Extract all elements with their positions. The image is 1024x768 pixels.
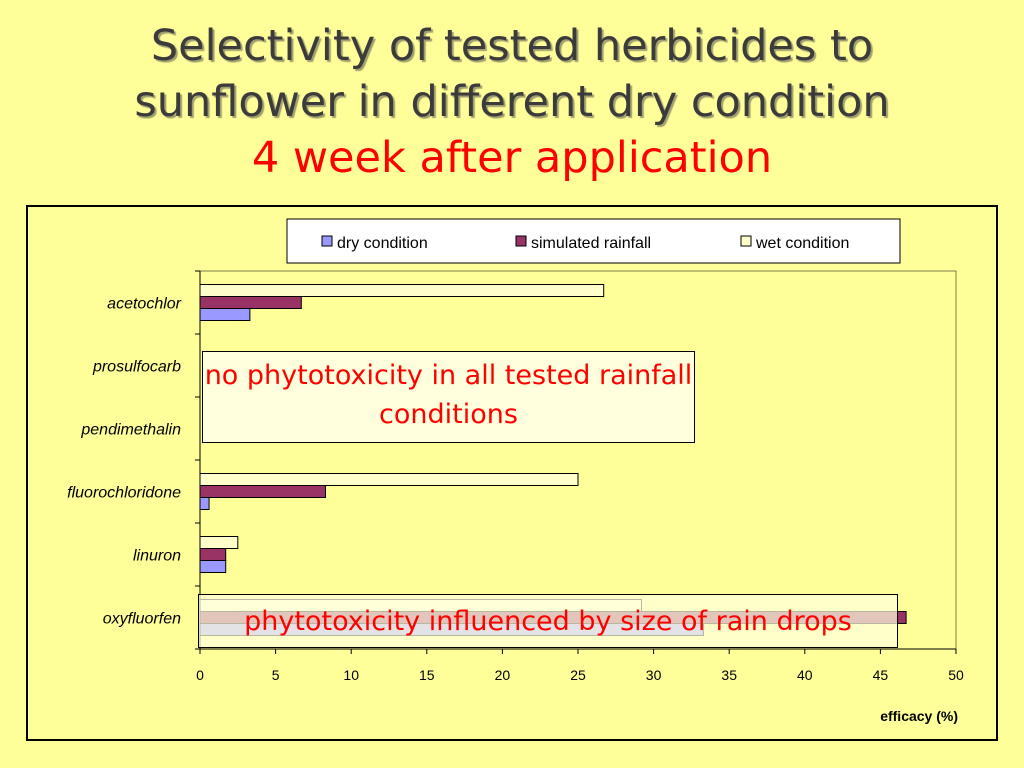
legend-label-wet-condition: wet condition (755, 235, 849, 252)
bar-fluorochloridone-simulated-rainfall (199, 485, 326, 498)
category-label: acetochlor (107, 296, 181, 313)
bar-fluorochloridone-wet-condition (199, 473, 579, 486)
plot-area (199, 270, 957, 650)
legend-label-dry-condition: dry condition (337, 235, 428, 252)
x-tick-label: 50 (948, 667, 964, 683)
bar-linuron-dry-condition (199, 560, 227, 573)
legend: dry condition simulated rainfall wet condi… (286, 218, 901, 264)
title-line-3: 4 week after application (251, 133, 773, 183)
x-tick-label: 35 (721, 667, 737, 683)
x-axis-title: efficacy (%) (880, 708, 958, 724)
x-tick-label: 40 (797, 667, 813, 683)
x-tick-label: 0 (196, 667, 204, 683)
title-line-2: sunflower in different dry condition (134, 77, 890, 127)
x-tick-label: 30 (646, 667, 662, 683)
x-tick-label: 15 (419, 667, 435, 683)
category-label: fluorochloridone (67, 485, 181, 502)
bar-acetochlor-wet-condition (199, 284, 605, 297)
legend-swatch-dry-condition (321, 235, 333, 247)
x-tick-label: 45 (873, 667, 889, 683)
x-tick-label: 10 (343, 667, 359, 683)
x-tick-label: 25 (570, 667, 586, 683)
legend-swatch-wet-condition (740, 235, 752, 247)
category-label: prosulfocarb (92, 359, 181, 376)
x-tick-label: 20 (495, 667, 511, 683)
category-label: pendimethalin (80, 422, 181, 439)
bar-linuron-simulated-rainfall (199, 548, 227, 561)
x-tick-label: 5 (272, 667, 280, 683)
bar-fluorochloridone-dry-condition (199, 497, 210, 510)
callout-no-phytotoxicity: no phytotoxicity in all tested rainfall … (202, 351, 695, 443)
title-line-1: Selectivity of tested herbicides to (150, 21, 874, 71)
category-label: linuron (133, 548, 181, 565)
category-label: oxyfluorfen (103, 611, 181, 628)
bar-linuron-wet-condition (199, 536, 239, 549)
slide-title: Selectivity of tested herbicides to sunf… (0, 18, 1024, 186)
legend-box (286, 218, 901, 264)
callout-rain-drops: phytotoxicity influenced by size of rain… (198, 594, 898, 648)
bar-acetochlor-dry-condition (199, 308, 251, 321)
legend-label-simulated-rainfall: simulated rainfall (531, 235, 651, 252)
bar-acetochlor-simulated-rainfall (199, 296, 302, 309)
legend-swatch-simulated-rainfall (515, 235, 527, 247)
